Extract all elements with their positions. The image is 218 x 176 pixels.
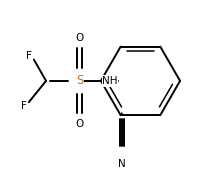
Text: F: F bbox=[26, 51, 32, 61]
Text: O: O bbox=[75, 33, 84, 43]
Text: S: S bbox=[76, 74, 83, 87]
Text: NH: NH bbox=[102, 76, 118, 86]
Text: F: F bbox=[21, 101, 27, 111]
Text: N: N bbox=[118, 159, 126, 169]
Text: O: O bbox=[75, 118, 84, 128]
